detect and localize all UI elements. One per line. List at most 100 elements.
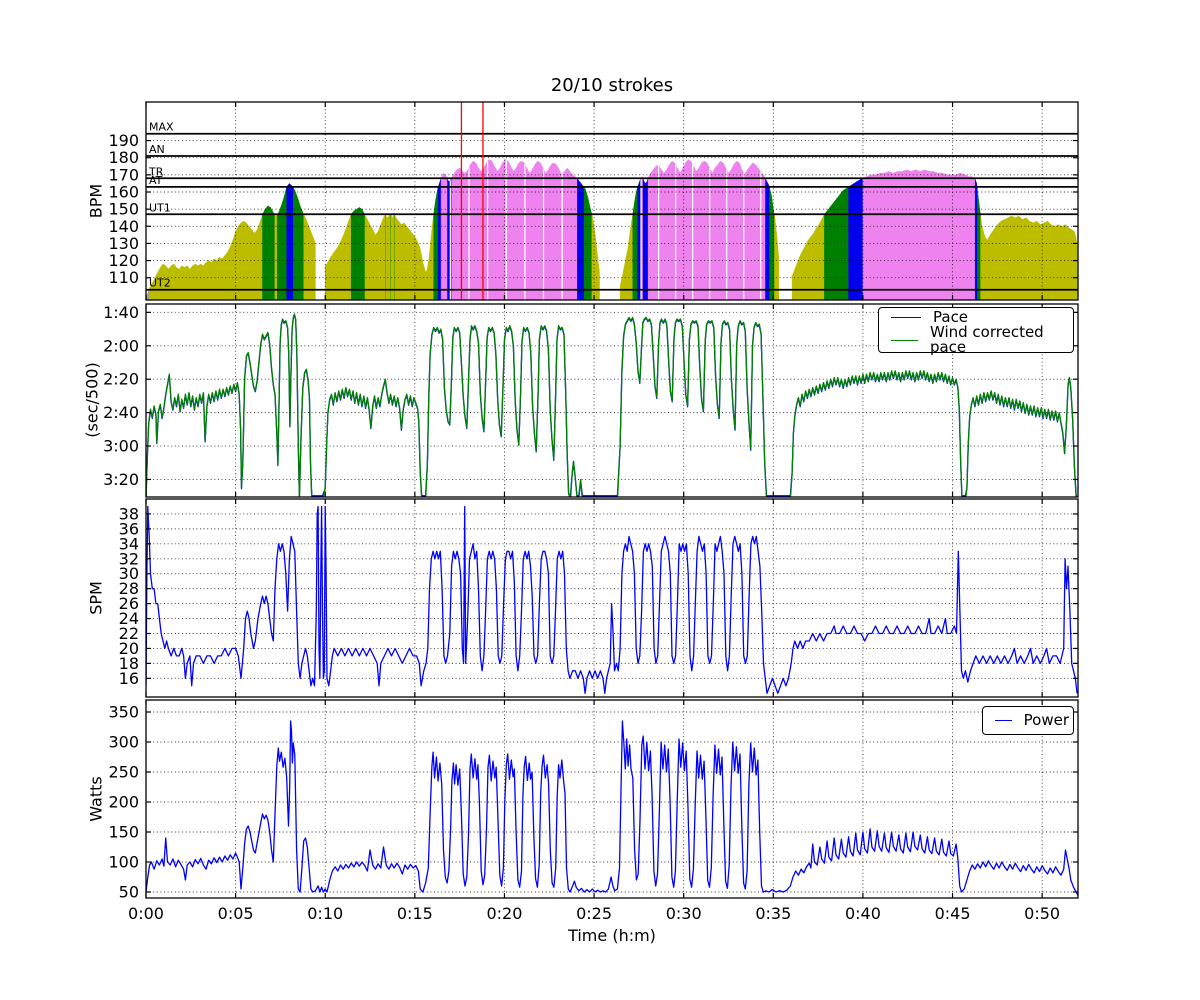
hr-zone-fill-ut2 (394, 214, 434, 300)
wind-corrected-pace-legend-label: Wind corrected pace (929, 323, 1044, 356)
hr-zone-fill-ut2 (324, 214, 352, 300)
hr-zone-fill-ut2 (791, 214, 825, 300)
hr-zone-fill-ut1 (350, 207, 366, 300)
spm-grid (145, 499, 1078, 697)
hr-zone-fill-ut2 (274, 213, 278, 300)
legend-item-wind-corrected-pace: Wind corrected pace (891, 325, 1069, 355)
legend-item-pace: Pace (891, 310, 1069, 325)
hr-zone-fill-at (848, 177, 864, 300)
bpm-grid (145, 102, 1078, 300)
hr-zone-fill-ut1 (632, 186, 638, 300)
hr-zone-fill-tr-and-above (451, 159, 578, 300)
spm-line (146, 505, 1078, 694)
hr-zone-fill-ut2 (774, 215, 779, 300)
hr-zone-fill-ut1 (583, 186, 593, 300)
y-tick-label: 180 (108, 148, 139, 167)
power-legend: Power (982, 706, 1074, 735)
y-tick-label: 350 (108, 703, 139, 722)
y-tick-label: 110 (108, 268, 139, 287)
y-tick-label: 16 (119, 669, 139, 688)
y-tick-label: 170 (108, 165, 139, 184)
watts-line (146, 720, 1078, 896)
y-tick-label: 300 (108, 733, 139, 752)
y-tick-label: 250 (108, 763, 139, 782)
x-tick-label: 0:00 (128, 904, 164, 923)
y-tick-label: 34 (119, 534, 139, 553)
x-tick-label: 0:45 (935, 904, 971, 923)
y-tick-label: 2:20 (103, 370, 139, 389)
watts-grid (145, 700, 1078, 898)
y-tick-label: 38 (119, 504, 139, 523)
y-tick-label: 1:40 (103, 303, 139, 322)
x-tick-label: 0:05 (218, 904, 254, 923)
hr-zone-label-ut2: UT2 (149, 277, 171, 290)
hr-zone-fills (146, 159, 1078, 300)
hr-zone-fill-ut2 (364, 213, 386, 300)
pace-legend-label: Pace (933, 308, 969, 326)
x-tick-label: 0:25 (576, 904, 612, 923)
y-tick-label: 26 (119, 594, 139, 613)
power-line-swatch-icon (995, 720, 1012, 721)
panel-border (145, 498, 1079, 698)
pace-line (146, 313, 1077, 497)
x-tick-label: 0:15 (397, 904, 433, 923)
x-tick-label: 0:35 (755, 904, 791, 923)
hr-zone-fill-ut2 (303, 213, 316, 300)
y-tick-label: 2:40 (103, 403, 139, 422)
y-tick-label: 28 (119, 579, 139, 598)
hr-zone-fill-ut2 (148, 214, 263, 300)
x-axis-label: Time (h:m) (568, 926, 656, 945)
hr-zone-fill-tr-and-above (862, 169, 976, 300)
pace-line-swatch-icon (891, 317, 921, 318)
chart-title: 20/10 strokes (550, 75, 674, 96)
y-tick-label: 120 (108, 251, 139, 270)
hr-zone-label-ut1: UT1 (149, 201, 171, 214)
hr-zone-fill-tr-and-above (647, 159, 766, 300)
y-tick-label: 36 (119, 519, 139, 538)
x-tick-label: 0:10 (307, 904, 343, 923)
y-tick-label: 140 (108, 217, 139, 236)
y-tick-label: 22 (119, 624, 139, 643)
panel-border (145, 303, 1079, 498)
y-tick-label: 18 (119, 654, 139, 673)
power-legend-label: Power (1023, 711, 1069, 729)
y-tick-label: 3:00 (103, 437, 139, 456)
y-tick-label: 32 (119, 549, 139, 568)
y-tick-label: 3:20 (103, 470, 139, 489)
y-tick-label: 30 (119, 564, 139, 583)
hr-zone-fill-ut2 (591, 214, 600, 300)
pace-legend: Pace Wind corrected pace (878, 307, 1074, 355)
hr-zone-label-at: AT (149, 174, 163, 187)
hr-zone-fill-ut2 (385, 213, 391, 300)
hr-zone-fill-at (637, 178, 641, 300)
hr-zone-fill-ut1 (293, 187, 305, 300)
hr-zone-fill-at (765, 178, 770, 300)
watts-frame: 0:00 0:05 0:10 0:15 0:20 0:25 0:30 0:35 0:40 0:45… (108, 699, 1079, 923)
x-tick-label: 0:30 (666, 904, 702, 923)
hr-zone-fill-ut1 (977, 188, 981, 300)
hr-zone-fill-ut2 (980, 215, 1078, 300)
hr-zone-fill-at (642, 178, 649, 300)
hr-zone-fill-at (437, 178, 442, 300)
hr-zone-fill-at (974, 179, 978, 300)
x-tick-label: 0:40 (845, 904, 881, 923)
wind-corrected-pace-line-swatch-icon (891, 339, 918, 341)
panel-border (145, 699, 1079, 899)
legend-item-power: Power (995, 713, 1069, 728)
hr-zone-label-tr: TR (148, 165, 164, 178)
panel-border (145, 101, 1079, 301)
y-tick-label: 160 (108, 183, 139, 202)
y-tick-label: 190 (108, 131, 139, 150)
y-tick-label: 130 (108, 234, 139, 253)
hr-zone-fill-at (577, 177, 585, 300)
y-tick-label: 100 (108, 853, 139, 872)
y-tick-label: 24 (119, 609, 139, 628)
y-tick-label: 20 (119, 639, 139, 658)
x-tick-label: 0:50 (1024, 904, 1060, 923)
hr-zone-label-an: AN (149, 143, 165, 156)
